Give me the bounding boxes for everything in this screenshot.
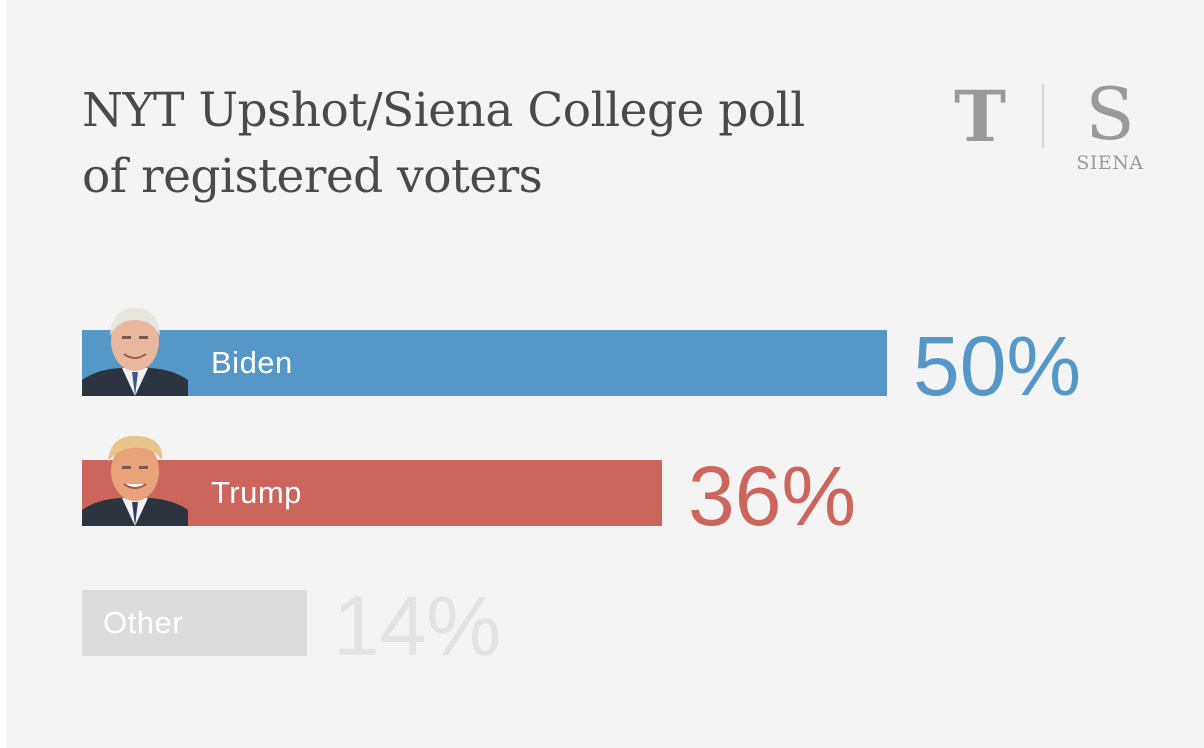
siena-s-mark: S (1085, 72, 1135, 156)
value-label-other: 14% (333, 579, 502, 673)
title-line-1: NYT Upshot/Siena College poll (82, 83, 805, 138)
bar-label-other: Other (103, 605, 184, 640)
nyt-logo: T (953, 75, 1007, 158)
chart-title: NYT Upshot/Siena College poll of registe… (82, 78, 862, 210)
title-line-2: of registered voters (82, 149, 543, 204)
bar-other: Other (82, 590, 307, 656)
bar-biden: Biden (82, 330, 887, 396)
poll-card: NYT Upshot/Siena College poll of registe… (6, 0, 1204, 748)
bar-label-trump: Trump (211, 475, 302, 510)
candidate-photo-biden (82, 296, 188, 396)
value-label-biden: 50% (913, 319, 1082, 413)
bar-label-biden: Biden (211, 345, 293, 380)
siena-logo: S SIENA (1070, 78, 1150, 178)
logo-divider (1042, 84, 1044, 148)
value-label-trump: 36% (688, 449, 857, 543)
candidate-photo-trump (82, 426, 188, 526)
siena-wordmark: SIENA (1076, 152, 1144, 174)
